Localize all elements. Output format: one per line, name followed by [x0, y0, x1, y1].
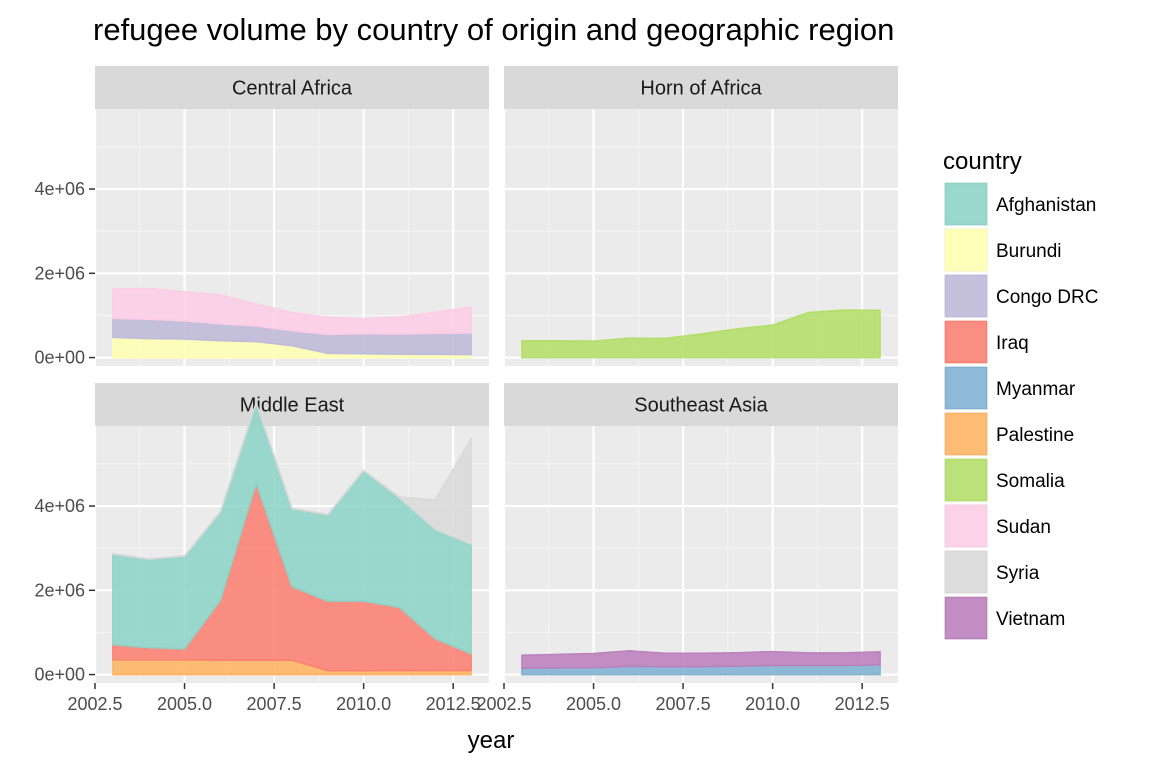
strip-label-middle-east: Middle East: [240, 395, 345, 417]
legend-item-burundi: Burundi: [944, 228, 1062, 272]
legend-label-vietnam: Vietnam: [996, 609, 1065, 630]
x-tick-label: 2002.5: [67, 694, 122, 714]
legend-item-iraq: Iraq: [944, 320, 1029, 364]
strip-horn-of-africa: [504, 66, 898, 109]
y-tick-label: 4e+06: [34, 496, 85, 516]
area-middle-east-syria: [112, 400, 472, 560]
strip-label-southeast-asia: Southeast Asia: [634, 395, 768, 417]
legend-label-sudan: Sudan: [996, 517, 1051, 538]
y-tick-label: 2e+06: [34, 580, 85, 600]
legend-swatch-vietnam: [944, 596, 988, 640]
legend-swatch-afghanistan: [944, 182, 988, 226]
x-tick-label: 2005.0: [157, 694, 212, 714]
y-tick-label: 0e+00: [34, 665, 85, 685]
panel-southeast-asia: Southeast Asia: [502, 383, 898, 683]
legend-item-sudan: Sudan: [944, 504, 1051, 548]
legend-item-syria: Syria: [944, 550, 1040, 594]
strip-label-horn-of-africa: Horn of Africa: [640, 78, 762, 100]
legend-swatch-congo-drc: [944, 274, 988, 318]
legend-label-burundi: Burundi: [996, 241, 1062, 262]
legend-item-congo-drc: Congo DRC: [944, 274, 1098, 318]
chart-title: refugee volume by country of origin and …: [93, 12, 894, 47]
x-tick-label: 2007.5: [656, 694, 711, 714]
x-axis-southeast-asia: 2002.5 2005.0 2007.5 2010.0 2012.5: [476, 683, 890, 714]
strip-label-central-africa: Central Africa: [232, 78, 353, 100]
area-horn-of-africa-somalia: [521, 309, 881, 359]
legend-label-somalia: Somalia: [996, 471, 1065, 492]
legend: country Afghanistan Burundi Congo DRC Iraq M…: [943, 148, 1098, 640]
legend-label-afghanistan: Afghanistan: [996, 195, 1096, 216]
panel-central-africa: Central Africa: [93, 66, 489, 366]
x-tick-label: 2002.5: [476, 694, 531, 714]
y-tick-label: 0e+00: [34, 348, 85, 368]
legend-label-syria: Syria: [996, 563, 1040, 584]
x-tick-label: 2010.0: [745, 694, 800, 714]
y-axis-middle-east: 0e+00 2e+06 4e+06: [34, 496, 95, 685]
legend-swatch-myanmar: [944, 366, 988, 410]
x-tick-label: 2010.0: [336, 694, 391, 714]
legend-title: country: [943, 148, 1022, 175]
x-tick-label: 2012.5: [426, 694, 481, 714]
y-tick-label: 4e+06: [34, 179, 85, 199]
areas-middle-east: [112, 400, 472, 676]
x-tick-label: 2005.0: [566, 694, 621, 714]
legend-item-vietnam: Vietnam: [944, 596, 1065, 640]
x-axis-title: year: [468, 727, 515, 754]
legend-swatch-palestine: [944, 412, 988, 456]
legend-item-palestine: Palestine: [944, 412, 1074, 456]
y-axes: 0e+00 2e+06 4e+06 0e+00 2e+06 4e+06: [34, 179, 95, 685]
legend-label-myanmar: Myanmar: [996, 379, 1076, 400]
x-tick-label: 2012.5: [835, 694, 890, 714]
legend-item-somalia: Somalia: [944, 458, 1065, 502]
facet-panels: Central Africa Horn of Africa Middle East S…: [93, 66, 898, 683]
panel-horn-of-africa: Horn of Africa: [502, 66, 898, 366]
areas-southeast-asia: [521, 650, 881, 676]
strip-middle-east: [95, 383, 489, 426]
strip-central-africa: [95, 66, 489, 109]
legend-swatch-iraq: [944, 320, 988, 364]
strip-southeast-asia: [504, 383, 898, 426]
legend-item-myanmar: Myanmar: [944, 366, 1076, 410]
legend-label-congo-drc: Congo DRC: [996, 287, 1098, 308]
legend-label-palestine: Palestine: [996, 425, 1074, 446]
area-southeast-asia-vietnam: [521, 650, 881, 670]
areas-horn-of-africa: [521, 309, 881, 359]
legend-swatch-burundi: [944, 228, 988, 272]
legend-swatch-somalia: [944, 458, 988, 502]
x-axis-middle-east: 2002.5 2005.0 2007.5 2010.0 2012.5: [67, 683, 481, 714]
y-axis-central-africa: 0e+00 2e+06 4e+06: [34, 179, 95, 368]
legend-item-afghanistan: Afghanistan: [944, 182, 1096, 226]
legend-label-iraq: Iraq: [996, 333, 1029, 354]
panel-background-southeast-asia: [504, 426, 898, 683]
panel-middle-east: Middle East: [93, 383, 489, 683]
areas-central-africa: [112, 287, 472, 359]
legend-items: Afghanistan Burundi Congo DRC Iraq Myanmar Pa…: [944, 182, 1098, 640]
area-central-africa-sudan: [112, 287, 472, 336]
legend-swatch-sudan: [944, 504, 988, 548]
y-tick-label: 2e+06: [34, 263, 85, 283]
legend-swatch-syria: [944, 550, 988, 594]
x-tick-label: 2007.5: [247, 694, 302, 714]
